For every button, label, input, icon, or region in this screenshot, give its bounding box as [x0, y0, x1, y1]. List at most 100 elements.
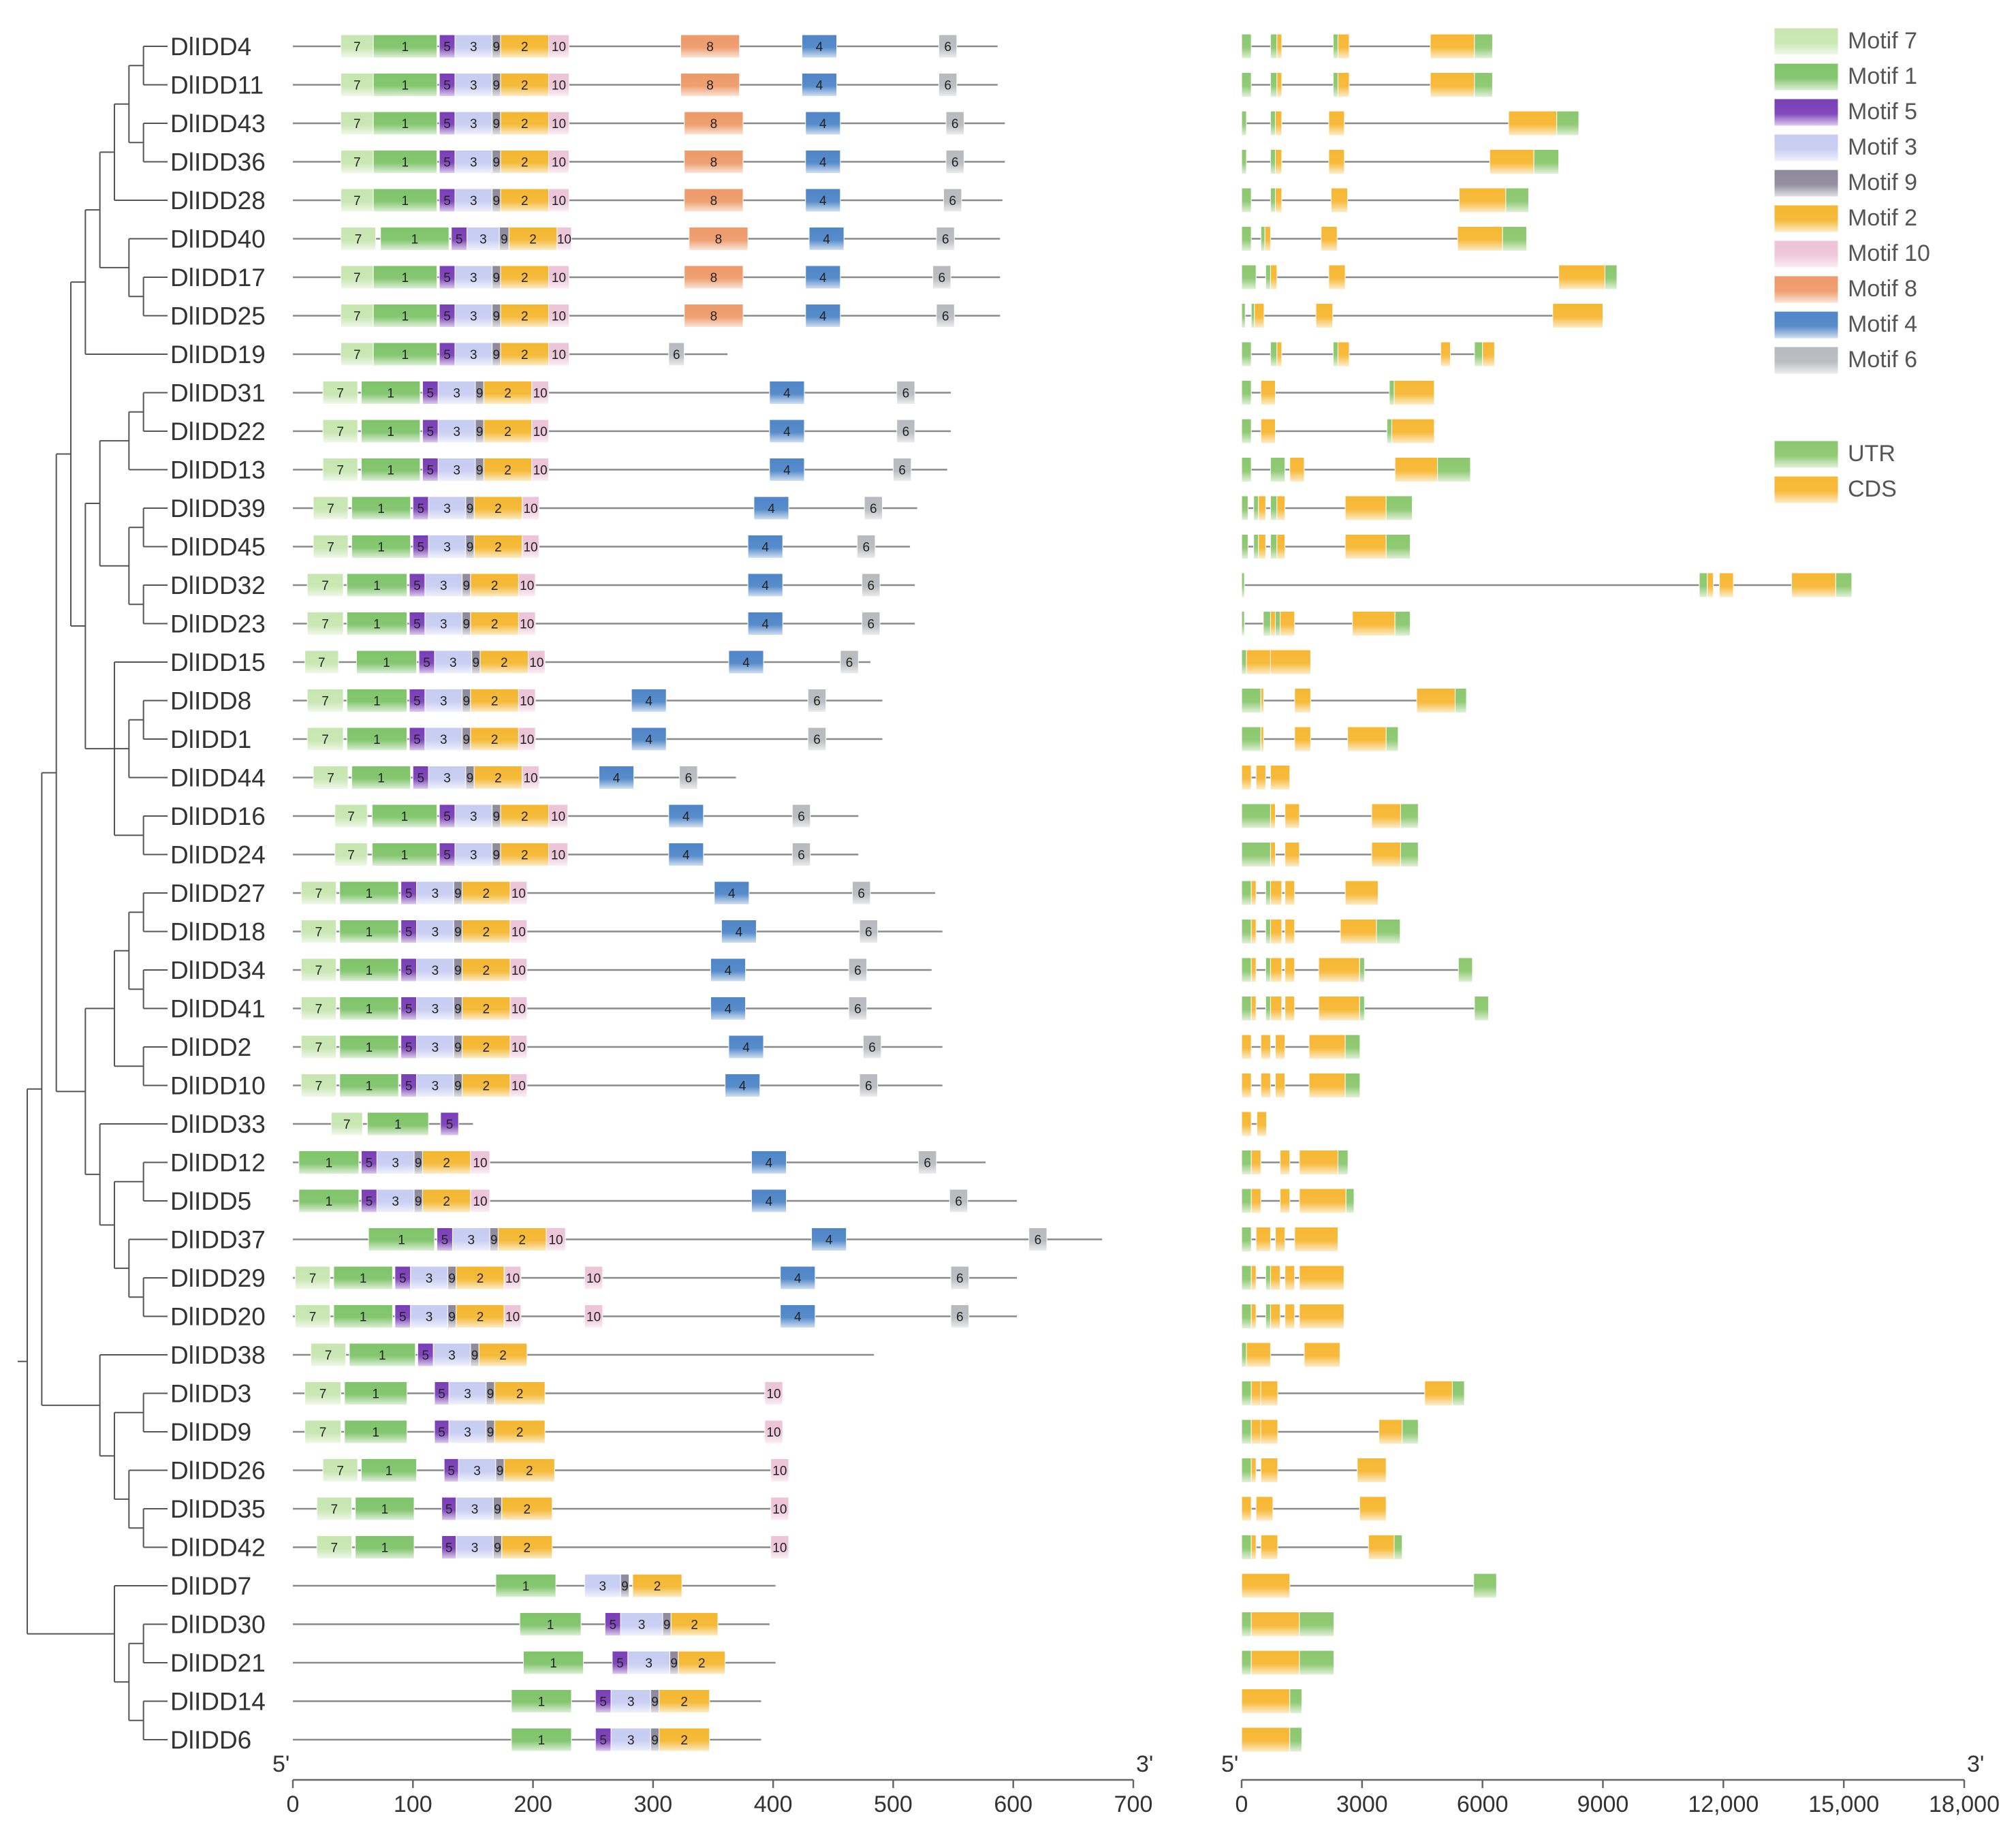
motif-5-box: 5	[439, 304, 456, 328]
utr-block	[1241, 457, 1252, 482]
structure-row-dlidd43	[1241, 110, 1579, 136]
svg-text:2: 2	[521, 40, 529, 54]
svg-text:4: 4	[819, 194, 827, 208]
svg-text:1: 1	[385, 1464, 393, 1479]
utr-block	[1241, 226, 1252, 251]
motif-10-box: 10	[518, 612, 536, 636]
cds-block	[1275, 110, 1282, 136]
utr-block	[1345, 1188, 1355, 1214]
utr-block	[1241, 534, 1248, 559]
svg-text:1: 1	[360, 1272, 367, 1286]
svg-text:7: 7	[319, 1426, 327, 1440]
svg-text:6: 6	[798, 810, 805, 824]
motif-6-box: 6	[848, 997, 868, 1020]
motif-4-box: 4	[599, 766, 635, 789]
svg-text:8: 8	[706, 40, 714, 54]
motif-5-box: 5	[360, 1150, 377, 1174]
cds-block	[1250, 1458, 1257, 1483]
cds-block	[1552, 303, 1603, 328]
gene-name-dlidd37: DlIDD37	[170, 1226, 266, 1254]
svg-text:7: 7	[321, 733, 329, 747]
motif-7-box: 7	[306, 727, 344, 751]
legend-motif-7: Motif 7	[1774, 27, 1917, 56]
motif-3-box: 3	[454, 34, 493, 59]
svg-text:Motif 5: Motif 5	[1848, 99, 1917, 125]
svg-text:6: 6	[868, 618, 875, 632]
svg-text:9: 9	[493, 271, 501, 285]
gene-name-dlidd17: DlIDD17	[170, 264, 266, 292]
motif-1-box: 1	[298, 1189, 360, 1213]
utr-block	[1289, 1727, 1302, 1753]
motif-2-box: 2	[456, 1266, 505, 1290]
motif-3-box: 3	[456, 1535, 494, 1559]
svg-text:6: 6	[798, 849, 805, 863]
motif-1-box: 1	[346, 689, 407, 712]
motif-row-dlidd32: 7 1 5 3 9 2 10 4 6	[293, 573, 915, 597]
cds-block	[1368, 1535, 1395, 1560]
svg-text:7: 7	[321, 695, 329, 709]
motif-row-dlidd43: 7 1 5 3 9 2 10 8 4 6	[293, 111, 1005, 136]
svg-text:3: 3	[392, 1157, 399, 1171]
motif-7-box: 7	[295, 1304, 331, 1328]
cds-block	[1260, 1381, 1278, 1406]
svg-text:5: 5	[413, 695, 421, 709]
svg-text:3: 3	[440, 618, 447, 632]
cds-block	[1791, 572, 1836, 598]
motif-8-box: 8	[684, 188, 744, 213]
motif-5-box: 5	[409, 727, 426, 751]
gene-name-dlidd23: DlIDD23	[170, 610, 266, 638]
gene-name-dlidd22: DlIDD22	[170, 418, 266, 445]
motif-3-box: 3	[610, 1727, 651, 1752]
motif-10-box: 10	[503, 1304, 522, 1328]
svg-text:3: 3	[471, 1541, 479, 1556]
motif-row-dlidd18: 7 1 5 3 9 2 10 4 6	[293, 920, 943, 943]
motif-10-box: 10	[531, 381, 549, 405]
structure-row-dlidd27	[1241, 880, 1379, 906]
svg-text:5: 5	[413, 618, 421, 632]
motif-7-box: 7	[295, 1266, 331, 1290]
svg-text:10: 10	[511, 887, 526, 901]
structure-row-dlidd22	[1241, 418, 1435, 444]
motif-panel: 7 1 5 3 9 2 10 8 4 67 1 5 3 9 2 10 8 4 67 1 5 3 9 2 10 8 4 67 1 5 3 9 2 1…	[293, 34, 1103, 1752]
motif-length-axis: 0 100 200 300 400 500 600 700 5' 3'	[272, 1751, 1153, 1817]
legend-motif-1: Motif 1	[1774, 63, 1917, 91]
motif-7-box: 7	[341, 304, 374, 328]
svg-text:4: 4	[645, 695, 652, 709]
svg-text:9: 9	[493, 849, 501, 863]
svg-text:3: 3	[470, 40, 477, 54]
motif-3-box: 3	[454, 804, 493, 828]
motif-4-box: 4	[751, 1150, 787, 1174]
structure-row-dlidd5	[1241, 1188, 1355, 1214]
svg-text:1: 1	[373, 695, 381, 709]
motif-4-box: 4	[751, 1189, 787, 1213]
structure-row-dlidd38	[1241, 1342, 1340, 1368]
motif-6-box: 6	[862, 573, 881, 597]
gene-name-dlidd19: DlIDD19	[170, 341, 266, 369]
motif-5-box: 5	[394, 1304, 411, 1328]
svg-text:4: 4	[761, 541, 769, 555]
svg-text:10: 10	[533, 464, 548, 478]
motif-4-box: 4	[805, 188, 841, 213]
motif-1-box: 1	[339, 881, 399, 905]
motif-3-box: 3	[434, 650, 473, 674]
svg-text:9: 9	[490, 1234, 498, 1248]
utr-block	[1505, 187, 1529, 213]
svg-text:10: 10	[523, 541, 537, 555]
motif-5-box: 5	[612, 1650, 629, 1675]
structure-row-dlidd33	[1241, 1111, 1267, 1137]
utr-block	[1385, 495, 1413, 521]
cds-block	[1276, 534, 1286, 559]
svg-text:9: 9	[454, 1041, 462, 1055]
motif-1-box: 1	[519, 1612, 582, 1636]
svg-text:9: 9	[415, 1195, 422, 1209]
motif-row-dlidd19: 7 1 5 3 9 2 10 6	[293, 342, 728, 366]
gene-name-dlidd34: DlIDD34	[170, 956, 266, 984]
svg-text:4: 4	[819, 310, 827, 324]
svg-text:9: 9	[476, 425, 484, 439]
motif-3-box: 3	[376, 1150, 415, 1174]
svg-text:4: 4	[761, 618, 769, 632]
svg-text:1: 1	[326, 1157, 333, 1171]
svg-text:5: 5	[443, 310, 451, 324]
svg-text:5: 5	[438, 1388, 445, 1402]
